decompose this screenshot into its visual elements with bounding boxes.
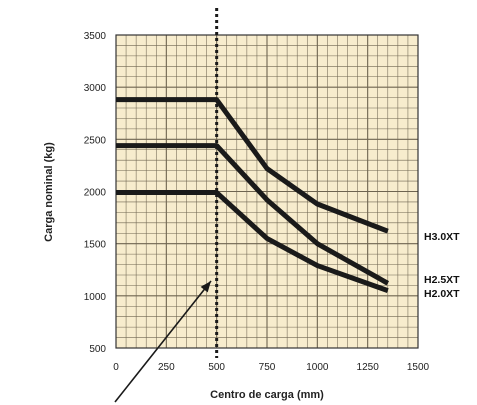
y-tick-label: 1000	[84, 292, 107, 303]
series-labels: H3.0XT H2.5XT H2.0XT	[424, 231, 460, 300]
y-tick-label: 2000	[84, 188, 107, 199]
y-tick-label: 3000	[84, 83, 107, 94]
pointer-arrow-shaft	[114, 280, 212, 403]
series-lines	[116, 97, 390, 293]
pointer-arrow-head	[200, 281, 211, 293]
x-axis-title: Centro de carga (mm)	[210, 389, 324, 401]
x-tick-labels: 0 250 500 750 1000 1250 1500	[113, 362, 429, 373]
series-line-1	[116, 143, 390, 286]
x-tick-label: 1250	[357, 362, 380, 373]
x-tick-label: 0	[113, 362, 119, 373]
series-label-1: H2.5XT	[424, 274, 460, 286]
y-tick-label: 2500	[84, 135, 107, 146]
y-tick-label: 3500	[84, 31, 107, 42]
y-tick-label: 1500	[84, 240, 107, 251]
y-tick-label: 500	[89, 344, 106, 355]
y-axis-title: Carga nominal (kg)	[43, 142, 55, 242]
y-tick-labels: 500 1000 1500 2000 2500 3000 3500	[84, 31, 107, 355]
series-label-2: H2.0XT	[424, 288, 460, 300]
series-line-0	[116, 97, 389, 234]
series-line-2	[116, 190, 389, 293]
x-tick-label: 750	[259, 362, 276, 373]
x-tick-label: 1500	[407, 362, 430, 373]
series-label-0: H3.0XT	[424, 231, 460, 243]
x-tick-label: 1000	[306, 362, 329, 373]
x-tick-label: 250	[158, 362, 175, 373]
x-tick-label: 500	[208, 362, 225, 373]
